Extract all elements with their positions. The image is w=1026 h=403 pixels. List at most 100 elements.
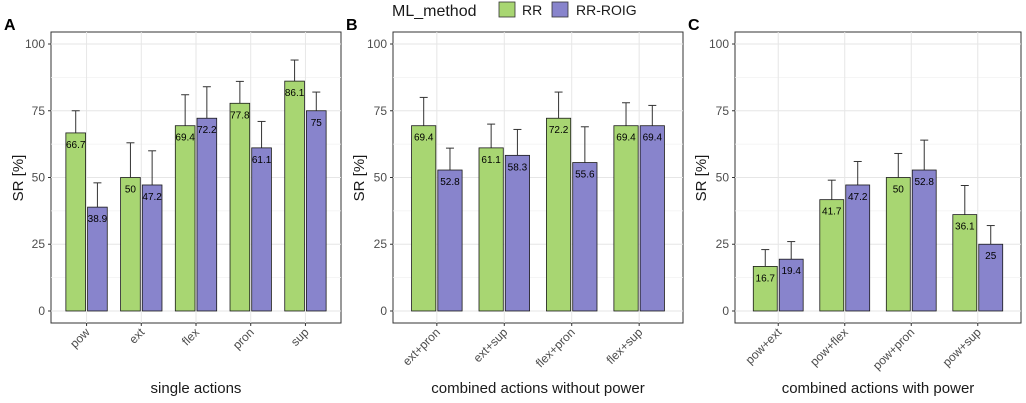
- y-tick-label: 0: [38, 304, 45, 318]
- x-tick-label: pow: [67, 325, 93, 351]
- bar-rr-ext+sup: [478, 147, 504, 312]
- bar-rr-pow: [65, 132, 86, 312]
- y-axis-title-c: SR [%]: [693, 155, 710, 202]
- bar-rr-sup: [284, 80, 305, 312]
- bar-rr-roig-flex: [196, 117, 218, 312]
- bar-rr-roig-pron: [251, 147, 272, 312]
- y-tick-label: 25: [32, 237, 46, 251]
- x-tick-label: pow+flex: [807, 325, 851, 369]
- panel-c: C 16.7 41.7 50 36.1 19.4 47.2 52.8 25 0 25 50 75 10…: [688, 17, 1022, 397]
- legend-title: ML_method: [392, 3, 477, 20]
- bar-label: 58.3: [508, 162, 528, 173]
- panel-letter-a: A: [4, 17, 16, 34]
- y-tick-label: 0: [380, 304, 387, 318]
- bar-rr-pow+ext: [752, 266, 778, 312]
- y-tick-label: 100: [367, 37, 387, 51]
- bar-rr-roig-pow+pron: [911, 169, 937, 312]
- bar-label: 47.2: [142, 192, 162, 203]
- x-ticks-c: pow+ext pow+flex pow+pron pow+sup: [743, 323, 984, 373]
- x-tick-label: flex+sup: [604, 325, 646, 367]
- panel-letter-b: B: [346, 17, 358, 34]
- bar-label: 69.4: [175, 133, 195, 144]
- x-tick-label: pron: [230, 325, 257, 352]
- x-axis-title-a: single actions: [151, 380, 242, 397]
- legend-label-rr: RR: [522, 2, 542, 18]
- x-tick-label: ext+pron: [400, 325, 443, 368]
- x-tick-label: flex+pron: [533, 325, 578, 370]
- x-tick-label: ext+sup: [471, 325, 511, 365]
- y-axis-title-b: SR [%]: [351, 155, 368, 202]
- panel-a: A 66.7 50 69.4 77.8 86.1 38.9 47.2 72.2 61.1 75 0…: [4, 17, 342, 397]
- bar-label: 16.7: [756, 273, 776, 284]
- bar-label: 36.1: [955, 222, 975, 233]
- panel-letter-c: C: [688, 17, 700, 34]
- bar-label: 72.2: [197, 125, 217, 136]
- y-tick-label: 50: [716, 171, 730, 185]
- bar-rr-ext: [120, 177, 141, 312]
- x-tick-label: flex: [179, 325, 202, 348]
- bar-label: 69.4: [616, 133, 636, 144]
- legend-swatch-rr-roig: [551, 1, 569, 18]
- y-tick-label: 25: [716, 237, 730, 251]
- bar-label: 75: [311, 118, 323, 129]
- bar-label: 72.2: [549, 125, 569, 136]
- y-tick-label: 75: [32, 104, 46, 118]
- bar-rr-roig-pow+ext: [778, 258, 804, 312]
- bar-rr-flex: [174, 125, 196, 312]
- bar-label: 66.7: [66, 140, 86, 151]
- x-axis-title-c: combined actions with power: [782, 380, 975, 397]
- x-tick-label: pow+pron: [870, 325, 917, 372]
- bar-rr-roig-flex+sup: [639, 125, 665, 312]
- bar-rr-roig-pow: [87, 206, 108, 312]
- bar-label: 19.4: [781, 266, 801, 277]
- y-tick-label: 75: [716, 104, 730, 118]
- bar-rr-roig-pow+sup: [978, 243, 1004, 312]
- bar-rr-roig-ext+sup: [504, 154, 530, 312]
- bar-label: 52.8: [914, 177, 934, 188]
- y-tick-label: 50: [374, 171, 388, 185]
- bar-rr-roig-pow+flex: [845, 184, 871, 312]
- bar-label: 50: [893, 185, 905, 196]
- y-tick-label: 75: [374, 104, 388, 118]
- bar-rr-ext+pron: [411, 125, 437, 312]
- y-axis-title-a: SR [%]: [10, 155, 27, 202]
- x-tick-label: pow+ext: [743, 325, 785, 367]
- bar-rr-pow+flex: [819, 199, 845, 312]
- y-tick-label: 0: [722, 304, 729, 318]
- bars-c: 16.7 41.7 50 36.1 19.4 47.2 52.8 25: [752, 139, 1004, 312]
- x-ticks-b: ext+pron ext+sup flex+pron flex+sup: [400, 323, 646, 370]
- bar-label: 77.8: [230, 110, 250, 121]
- bar-label: 69.4: [414, 133, 434, 144]
- y-ticks-b: 0 25 50 75 100: [367, 37, 393, 318]
- x-tick-label: ext: [126, 325, 148, 347]
- bar-label: 86.1: [285, 88, 305, 99]
- x-tick-label: sup: [288, 325, 312, 349]
- y-tick-label: 25: [374, 237, 388, 251]
- x-ticks-a: pow ext flex pron sup: [67, 323, 312, 352]
- x-axis-title-b: combined actions without power: [431, 380, 644, 397]
- x-tick-label: pow+sup: [940, 325, 984, 369]
- y-ticks-c: 0 25 50 75 100: [709, 37, 735, 318]
- y-tick-label: 100: [25, 37, 45, 51]
- y-tick-label: 100: [709, 37, 729, 51]
- legend-label-rr-roig: RR-ROIG: [576, 2, 637, 18]
- bar-label: 61.1: [252, 155, 272, 166]
- bar-label: 55.6: [575, 170, 595, 181]
- bar-rr-roig-flex+pron: [572, 162, 598, 312]
- legend: ML_method RR RR-ROIG: [392, 1, 637, 20]
- bar-label: 52.8: [440, 177, 460, 188]
- bar-rr-flex+sup: [613, 125, 639, 312]
- bars-a: 66.7 50 69.4 77.8 86.1 38.9 47.2 72.2 61.1 75: [65, 59, 327, 312]
- legend-swatch-rr: [498, 1, 516, 18]
- bar-label: 69.4: [643, 133, 663, 144]
- bar-rr-roig-ext: [141, 184, 163, 312]
- bar-rr-roig-sup: [306, 110, 327, 312]
- bar-rr-pow+sup: [952, 214, 978, 312]
- bar-label: 47.2: [848, 192, 868, 203]
- bar-label: 41.7: [822, 207, 842, 218]
- bar-rr-pow+pron: [885, 177, 911, 312]
- bar-rr-flex+pron: [546, 117, 572, 312]
- bars-b: 69.4 61.1 72.2 69.4 52.8 58.3 55.6 69.4: [411, 91, 665, 312]
- panel-b: B 69.4 61.1 72.2 69.4 52.8 58.3 55.6 69.4 0 25 50…: [346, 17, 684, 397]
